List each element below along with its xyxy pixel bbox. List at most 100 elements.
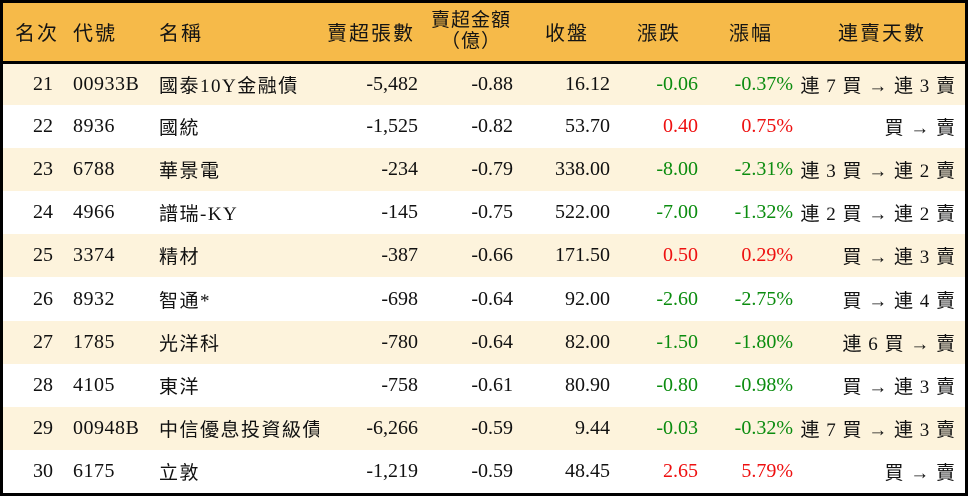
name-cell: 光洋科 xyxy=(159,333,221,355)
table-row: 21 00933B 國泰10Y金融債 -5,482 -0.88 16.12 -0… xyxy=(3,62,965,106)
sell-volume-cell: -1,219 xyxy=(366,459,418,482)
header-sell-amount-line1: 賣超金額 xyxy=(430,10,511,32)
change-pct-cell: -0.98% xyxy=(734,373,793,396)
sell-amount-cell: -0.59 xyxy=(471,459,513,482)
close-cell: 53.70 xyxy=(565,115,610,138)
code-cell: 4966 xyxy=(73,201,115,224)
header-streak: 連賣天數 xyxy=(799,3,965,64)
close-cell: 92.00 xyxy=(565,287,610,310)
rank-cell: 23 xyxy=(33,158,53,181)
close-cell: 9.44 xyxy=(575,416,610,439)
code-cell: 1785 xyxy=(73,330,115,353)
change-pct-cell: 0.29% xyxy=(741,244,793,267)
name-cell: 中信優息投資級債 xyxy=(159,419,319,441)
change-pct-cell: 0.75% xyxy=(741,115,793,138)
streak-cell: 連 6 買 → 賣 xyxy=(842,333,956,355)
sell-amount-cell: -0.61 xyxy=(471,373,513,396)
code-cell: 8936 xyxy=(73,115,115,138)
rank-cell: 26 xyxy=(33,287,53,310)
change-pct-cell: -1.32% xyxy=(734,201,793,224)
streak-cell: 買 → 連 4 賣 xyxy=(842,290,956,312)
sell-volume-cell: -234 xyxy=(381,158,418,181)
header-close: 收盤 xyxy=(519,3,615,64)
streak-cell: 連 3 買 → 連 2 賣 xyxy=(800,161,956,183)
sell-volume-cell: -5,482 xyxy=(366,72,418,95)
change-pct-cell: 5.79% xyxy=(741,459,793,482)
sell-amount-cell: -0.64 xyxy=(471,287,513,310)
code-cell: 4105 xyxy=(73,373,115,396)
sell-volume-cell: -145 xyxy=(381,201,418,224)
header-change: 漲跌 xyxy=(615,3,703,64)
code-cell: 6175 xyxy=(73,459,115,482)
rank-cell: 29 xyxy=(33,416,53,439)
change-cell: 0.50 xyxy=(663,244,698,267)
streak-cell: 買 → 連 3 賣 xyxy=(842,376,956,398)
change-cell: 0.40 xyxy=(663,115,698,138)
header-name: 名稱 xyxy=(151,3,319,64)
header-sell-volume: 賣超張數 xyxy=(319,3,423,64)
rank-cell: 21 xyxy=(33,72,53,95)
close-cell: 48.45 xyxy=(565,459,610,482)
streak-cell: 連 7 買 → 連 3 賣 xyxy=(800,419,956,441)
rank-cell: 24 xyxy=(33,201,53,224)
table-row: 27 1785 光洋科 -780 -0.64 82.00 -1.50 -1.80… xyxy=(3,320,965,364)
sell-amount-cell: -0.82 xyxy=(471,115,513,138)
sell-volume-cell: -780 xyxy=(381,330,418,353)
rank-cell: 25 xyxy=(33,244,53,267)
sell-volume-cell: -698 xyxy=(381,287,418,310)
table-row: 28 4105 東洋 -758 -0.61 80.90 -0.80 -0.98%… xyxy=(3,363,965,407)
sell-amount-cell: -0.88 xyxy=(471,72,513,95)
change-cell: -8.00 xyxy=(656,158,698,181)
code-cell: 6788 xyxy=(73,158,115,181)
streak-cell: 買 → 賣 xyxy=(884,462,956,484)
name-cell: 譜瑞-KY xyxy=(159,204,239,226)
header-rank: 名次 xyxy=(3,3,67,64)
close-cell: 16.12 xyxy=(565,72,610,95)
change-pct-cell: -1.80% xyxy=(734,330,793,353)
header-sell-amount: 賣超金額 （億） xyxy=(423,3,519,64)
change-cell: -7.00 xyxy=(656,201,698,224)
sell-amount-cell: -0.75 xyxy=(471,201,513,224)
table-row: 23 6788 華景電 -234 -0.79 338.00 -8.00 -2.3… xyxy=(3,148,965,192)
header-row: 名次 代號 名稱 賣超張數 賣超金額 （億） 收盤 漲跌 漲幅 連賣天數 xyxy=(3,3,965,64)
change-cell: -0.03 xyxy=(656,416,698,439)
change-pct-cell: -0.37% xyxy=(734,72,793,95)
name-cell: 國統 xyxy=(159,118,201,140)
sell-volume-cell: -758 xyxy=(381,373,418,396)
sell-amount-cell: -0.64 xyxy=(471,330,513,353)
sell-amount-cell: -0.59 xyxy=(471,416,513,439)
rank-cell: 22 xyxy=(33,115,53,138)
code-cell: 8932 xyxy=(73,287,115,310)
code-cell: 00948B xyxy=(73,416,140,439)
name-cell: 智通* xyxy=(159,290,212,312)
streak-cell: 連 7 買 → 連 3 賣 xyxy=(800,75,956,97)
table-row: 22 8936 國統 -1,525 -0.82 53.70 0.40 0.75%… xyxy=(3,105,965,149)
sell-amount-cell: -0.66 xyxy=(471,244,513,267)
change-cell: 2.65 xyxy=(663,459,698,482)
header-code: 代號 xyxy=(67,3,151,64)
sell-volume-cell: -1,525 xyxy=(366,115,418,138)
name-cell: 國泰10Y金融債 xyxy=(159,75,299,97)
close-cell: 171.50 xyxy=(555,244,610,267)
table-row: 29 00948B 中信優息投資級債 -6,266 -0.59 9.44 -0.… xyxy=(3,406,965,450)
change-cell: -1.50 xyxy=(656,330,698,353)
name-cell: 精材 xyxy=(159,247,201,269)
change-cell: -0.06 xyxy=(656,72,698,95)
close-cell: 82.00 xyxy=(565,330,610,353)
table-row: 26 8932 智通* -698 -0.64 92.00 -2.60 -2.75… xyxy=(3,277,965,321)
table-header: 名次 代號 名稱 賣超張數 賣超金額 （億） 收盤 漲跌 漲幅 連賣天數 xyxy=(3,3,965,64)
name-cell: 東洋 xyxy=(159,376,201,398)
change-pct-cell: -0.32% xyxy=(734,416,793,439)
name-cell: 立敦 xyxy=(159,462,201,484)
streak-cell: 買 → 賣 xyxy=(884,118,956,140)
close-cell: 80.90 xyxy=(565,373,610,396)
table-row: 30 6175 立敦 -1,219 -0.59 48.45 2.65 5.79%… xyxy=(3,449,965,493)
table-row: 25 3374 精材 -387 -0.66 171.50 0.50 0.29% … xyxy=(3,234,965,278)
rank-cell: 30 xyxy=(33,459,53,482)
code-cell: 3374 xyxy=(73,244,115,267)
close-cell: 522.00 xyxy=(555,201,610,224)
streak-cell: 買 → 連 3 賣 xyxy=(842,247,956,269)
sell-volume-cell: -387 xyxy=(381,244,418,267)
rank-cell: 27 xyxy=(33,330,53,353)
